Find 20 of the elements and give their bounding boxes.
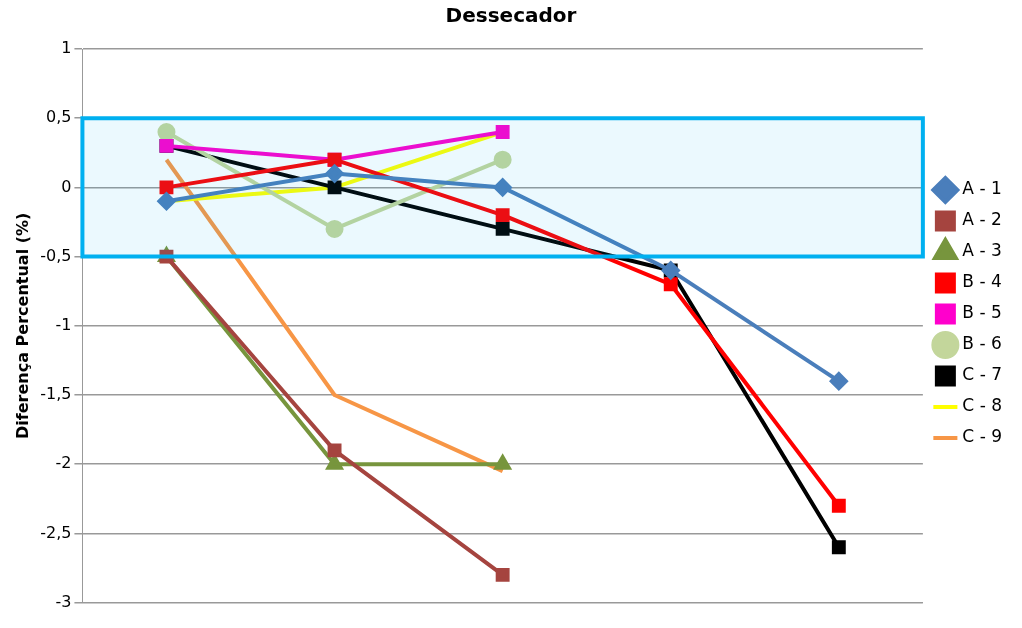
- y-tick-label: -1: [55, 314, 72, 334]
- legend-label: A - 1: [962, 178, 1002, 199]
- y-tick-label: -2,5: [40, 522, 72, 542]
- y-tick-label: -1,5: [40, 384, 72, 404]
- chart-title: Dessecador: [445, 3, 577, 28]
- legend-label: A - 3: [962, 240, 1002, 261]
- legend-label: B - 6: [962, 333, 1002, 354]
- legend-label: C - 9: [962, 426, 1003, 447]
- legend-label: C - 7: [962, 364, 1003, 385]
- legend-label: B - 4: [962, 271, 1002, 292]
- legend-label: B - 5: [962, 302, 1002, 323]
- y-axis-title: Diferença Percentual (%): [12, 212, 32, 439]
- y-tick-label: -0,5: [40, 245, 72, 265]
- y-tick-label: 0: [61, 176, 72, 196]
- legend-label: A - 2: [962, 209, 1002, 230]
- y-tick-label: -3: [55, 591, 72, 611]
- y-tick-label: -2: [55, 453, 72, 473]
- y-tick-label: 1: [61, 38, 72, 58]
- y-tick-label: 0,5: [45, 107, 72, 127]
- legend-label: C - 8: [962, 395, 1003, 416]
